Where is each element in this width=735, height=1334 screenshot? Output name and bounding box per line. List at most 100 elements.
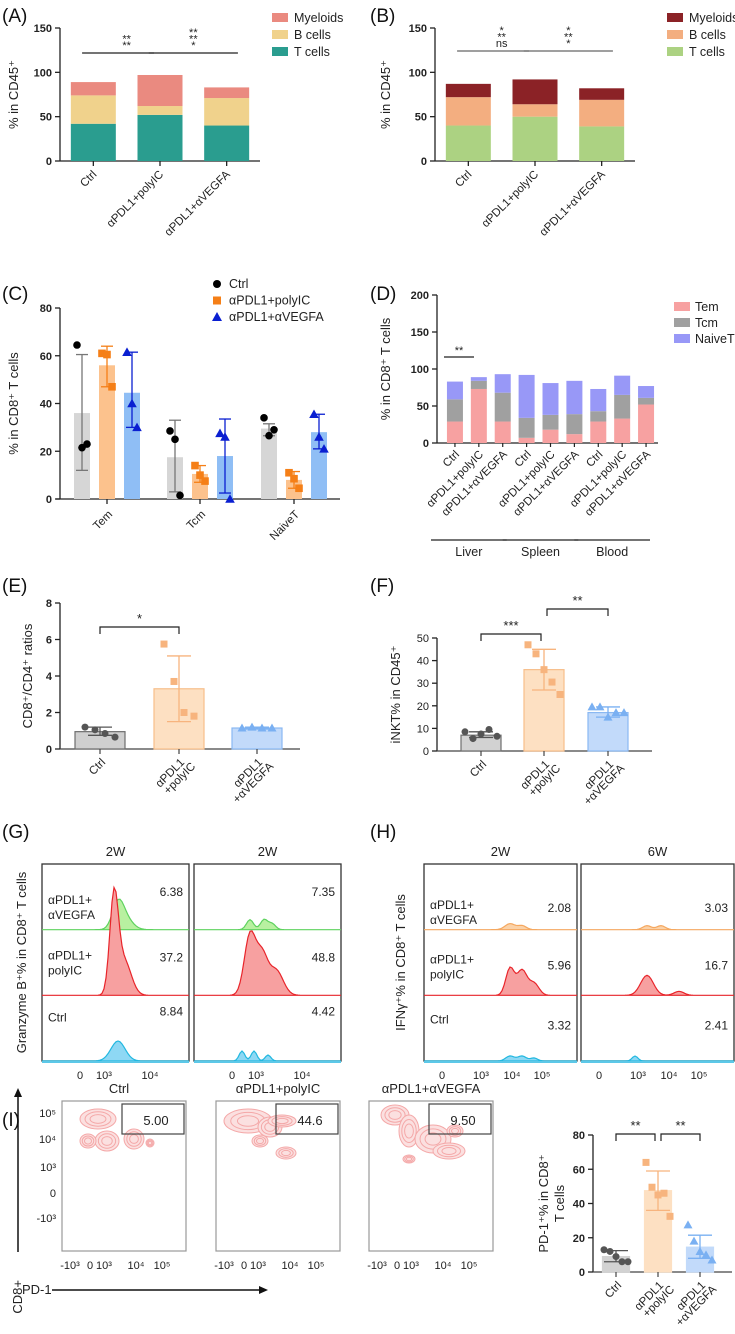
data-point bbox=[132, 422, 142, 432]
group-label: Liver bbox=[455, 545, 482, 559]
contour bbox=[424, 1132, 442, 1146]
contour bbox=[89, 1114, 107, 1124]
data-point bbox=[612, 1253, 620, 1261]
contour bbox=[101, 1136, 113, 1146]
data-point bbox=[683, 1220, 693, 1229]
data-point bbox=[689, 1236, 699, 1245]
legend-label: Myeloids bbox=[689, 11, 735, 25]
row-label: αPDL1+ bbox=[48, 949, 92, 963]
significance-bracket bbox=[546, 608, 609, 616]
gate-value: 9.50 bbox=[450, 1113, 475, 1128]
column-title: 6W bbox=[648, 844, 668, 859]
bar-segment-tcm bbox=[638, 397, 655, 405]
data-point bbox=[469, 735, 477, 743]
y-axis-label: % in CD8⁺ T cells bbox=[378, 317, 393, 420]
chart-c: 0 20 40 60 80 % in CD8⁺ T cells Tem Tcm NaiveT Ct… bbox=[6, 277, 340, 543]
percent-value: 2.41 bbox=[705, 1018, 729, 1032]
contour bbox=[146, 1139, 154, 1147]
significance-mark: ** bbox=[497, 32, 506, 44]
bar bbox=[124, 392, 140, 499]
y-tick-label: 0 bbox=[423, 746, 429, 758]
data-point bbox=[260, 414, 268, 422]
significance-mark: * bbox=[500, 25, 505, 37]
column-title: 2W bbox=[106, 844, 126, 859]
legend-label: T cells bbox=[294, 45, 330, 59]
data-point bbox=[225, 494, 235, 503]
bar-segment-b-cells bbox=[137, 106, 183, 115]
data-point bbox=[309, 409, 319, 419]
x-tick-label: αPDL1+polyIC bbox=[480, 169, 541, 230]
data-point bbox=[485, 726, 493, 734]
legend-swatch bbox=[272, 30, 288, 39]
y-axis-label: T cells bbox=[552, 1184, 567, 1222]
y-tick-label: 2 bbox=[46, 708, 52, 720]
flow-plot-frame bbox=[61, 1100, 187, 1252]
bar-segment-tcm bbox=[566, 414, 583, 435]
data-point bbox=[170, 677, 178, 685]
y-tick-label: 80 bbox=[40, 303, 52, 315]
contour bbox=[436, 1144, 462, 1158]
significance-bracket bbox=[660, 1133, 701, 1141]
x-tick-label: 10⁵ bbox=[154, 1260, 171, 1272]
histogram-curve-avegfa bbox=[194, 918, 341, 931]
legend-label: NaiveT bbox=[695, 332, 735, 346]
bar-segment-naivet bbox=[494, 374, 511, 393]
percent-value: 8.84 bbox=[160, 1004, 184, 1018]
bar-segment-naivet bbox=[542, 383, 559, 415]
plot-title: αPDL1+polyIC bbox=[236, 1081, 320, 1096]
y-axis-label: CD8+ bbox=[10, 1280, 25, 1314]
row-label: αPDL1+ bbox=[48, 893, 92, 907]
y-tick-label: 20 bbox=[573, 1233, 585, 1245]
bar-segment-tcm bbox=[518, 417, 535, 438]
percent-value: 3.32 bbox=[548, 1018, 572, 1032]
y-axis-label: % in CD45⁺ bbox=[6, 60, 21, 129]
data-point bbox=[600, 1246, 608, 1254]
legend-marker bbox=[213, 296, 221, 305]
panel-label-a: (A) bbox=[2, 6, 27, 27]
gate-value: 44.6 bbox=[297, 1113, 322, 1128]
x-tick-label: 10⁵ bbox=[461, 1260, 478, 1272]
y-axis-label: % in CD45⁺ bbox=[378, 60, 393, 129]
data-point bbox=[196, 471, 204, 479]
data-point bbox=[98, 349, 106, 358]
data-point bbox=[270, 425, 278, 434]
significance-mark: ** bbox=[630, 1118, 640, 1133]
x-tick-label: αPDL1+αVEGFA bbox=[163, 168, 233, 238]
data-point bbox=[666, 1212, 674, 1220]
percent-value: 4.42 bbox=[312, 1004, 336, 1018]
y-tick-label: 50 bbox=[417, 401, 429, 413]
significance-mark: *** bbox=[503, 618, 518, 633]
bar-segment-b-cells bbox=[70, 95, 116, 124]
bar bbox=[99, 365, 115, 499]
x-tick-label: 10⁴ bbox=[128, 1260, 145, 1272]
significance-mark: * bbox=[191, 40, 196, 52]
y-tick-label: 20 bbox=[40, 446, 52, 458]
data-point bbox=[111, 733, 119, 741]
contour bbox=[126, 1131, 142, 1147]
bar-segment-t-cells bbox=[70, 123, 116, 161]
bar-segment-tcm bbox=[590, 411, 607, 422]
y-tick-label: 10⁵ bbox=[39, 1108, 56, 1120]
y-axis-label: Granzyme B⁺% in CD8⁺ T cells bbox=[14, 871, 29, 1053]
x-tick-label: 0 bbox=[394, 1260, 400, 1272]
legend-swatch bbox=[667, 13, 683, 22]
y-tick-label: 30 bbox=[417, 678, 429, 690]
data-point bbox=[265, 431, 273, 440]
y-tick-label: 10 bbox=[417, 723, 429, 735]
histogram-curve-avegfa bbox=[424, 922, 577, 931]
contour bbox=[388, 1110, 402, 1120]
bar bbox=[261, 428, 277, 499]
histogram-curve-ctrl bbox=[194, 1050, 341, 1062]
data-point bbox=[237, 723, 247, 732]
chart-h: 2W2.08αPDL1+αVEGFA5.96αPDL1+polyIC3.32Ct… bbox=[393, 844, 735, 1082]
data-point bbox=[587, 702, 597, 711]
data-point bbox=[619, 708, 629, 717]
x-tick-label: 10⁴ bbox=[282, 1260, 299, 1272]
x-tick-label: 10⁴ bbox=[294, 1070, 311, 1082]
bar-segment-b-cells bbox=[579, 99, 625, 127]
legend-swatch bbox=[674, 302, 690, 311]
data-point bbox=[319, 444, 329, 453]
data-point bbox=[176, 491, 184, 500]
x-tick-label: 0 bbox=[596, 1070, 602, 1082]
data-point bbox=[695, 1246, 705, 1255]
